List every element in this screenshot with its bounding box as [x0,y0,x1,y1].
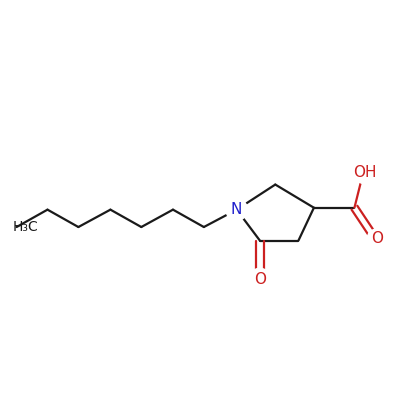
Circle shape [249,268,271,290]
Text: H₃C: H₃C [13,220,38,234]
Circle shape [367,229,386,248]
Text: OH: OH [354,165,377,180]
Circle shape [226,199,248,220]
Text: O: O [371,231,383,246]
Text: N: N [231,202,242,217]
Circle shape [354,161,377,184]
Text: O: O [254,272,266,287]
